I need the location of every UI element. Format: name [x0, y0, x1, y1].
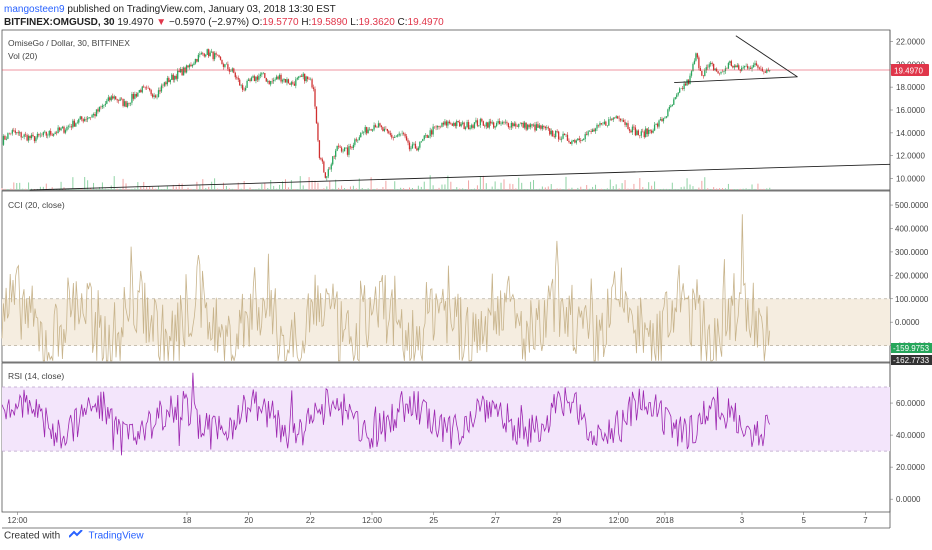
created-with-text: Created with: [4, 530, 61, 542]
cci-axis-label: 300.0000: [895, 248, 929, 257]
time-axis-label: 25: [429, 516, 438, 525]
last-price-badge: [891, 64, 929, 77]
price-axis-label: 14.0000: [896, 129, 925, 138]
rsi-axis-label: 60.0000: [896, 399, 925, 408]
cci-axis-label: 0.0000: [895, 318, 920, 327]
rsi-line: [1, 372, 771, 456]
cci-axis-label: 500.0000: [895, 201, 929, 210]
footer: Created with TradingView: [4, 529, 144, 548]
time-axis-label: 20: [244, 516, 253, 525]
price-axis-label: 12.0000: [896, 152, 925, 161]
cci-badge-value-2: -162.7733: [893, 356, 930, 365]
triangle-support-trendline: [674, 76, 798, 84]
rsi-axis-label: 20.0000: [896, 463, 925, 472]
cci-label: CCI (20, close): [8, 200, 65, 210]
triangle-resistance-trendline: [735, 35, 798, 78]
time-axis-label: 12:00: [609, 516, 630, 525]
quote-line: BITFINEX:OMGUSD, 30 19.4970 ▼ −0.5970 (−…: [4, 17, 444, 28]
low-value: 19.3620: [358, 17, 395, 28]
time-axis-label: 18: [183, 516, 192, 525]
rsi-band: [2, 387, 890, 452]
last-price-badge-text: 19.4970: [894, 67, 923, 76]
rsi-label: RSI (14, close): [8, 371, 65, 381]
open-value: 19.5770: [262, 17, 299, 28]
last-price: 19.4970: [117, 17, 154, 28]
open-label: O:: [251, 17, 263, 28]
time-axis-label: 3: [740, 516, 745, 525]
time-axis-label: 2018: [656, 516, 674, 525]
publish-line: mangosteen9 published on TradingView.com…: [4, 4, 336, 15]
rsi-axis-label: 0.0000: [896, 495, 921, 504]
price-axis-label: 16.0000: [896, 106, 925, 115]
publish-info: published on TradingView.com, January 03…: [64, 4, 336, 15]
cci-line: [1, 214, 771, 362]
time-axis-label: 5: [801, 516, 806, 525]
time-axis-label: 29: [553, 516, 562, 525]
author-link[interactable]: mangosteen9: [4, 4, 65, 15]
close-value: 19.4970: [407, 17, 444, 28]
long-support-trendline: [29, 163, 891, 191]
time-axis-label: 12:00: [362, 516, 383, 525]
low-label: L:: [350, 17, 359, 28]
time-axis-label: 7: [863, 516, 868, 525]
pane-title: OmiseGo / Dollar, 30, BITFINEX: [8, 38, 130, 48]
cci-badge-green: [891, 343, 932, 353]
price-axis-label: 18.0000: [896, 83, 925, 92]
cci-badge-dark: [891, 355, 932, 365]
rsi-axis-label: 40.0000: [896, 431, 925, 440]
time-axis-label: 12:00: [7, 516, 28, 525]
time-axis-label: 27: [491, 516, 500, 525]
symbol-label: BITFINEX:OMGUSD, 30: [4, 17, 115, 28]
time-axis-label: 22: [306, 516, 315, 525]
change-value: −0.5970 (−2.97%): [168, 17, 250, 28]
down-arrow-icon: ▼: [156, 17, 167, 28]
cci-badge-value-1: -159.9753: [893, 344, 930, 353]
cci-axis-label: 100.0000: [895, 295, 929, 304]
volume-label: Vol (20): [8, 51, 38, 61]
cci-axis-label: 400.0000: [895, 224, 929, 233]
price-axis-label: 22.0000: [896, 37, 925, 46]
cci-axis-label: 200.0000: [895, 271, 929, 280]
tradingview-brand-link[interactable]: TradingView: [88, 530, 144, 542]
pane-frame-price: [1, 29, 891, 191]
high-value: 19.5890: [311, 17, 348, 28]
tradingview-logo-icon: [68, 529, 83, 542]
close-label: C:: [397, 17, 408, 28]
price-axis-label: 10.0000: [896, 175, 925, 184]
chart-header: mangosteen9 published on TradingView.com…: [4, 2, 928, 32]
high-label: H:: [301, 17, 312, 28]
